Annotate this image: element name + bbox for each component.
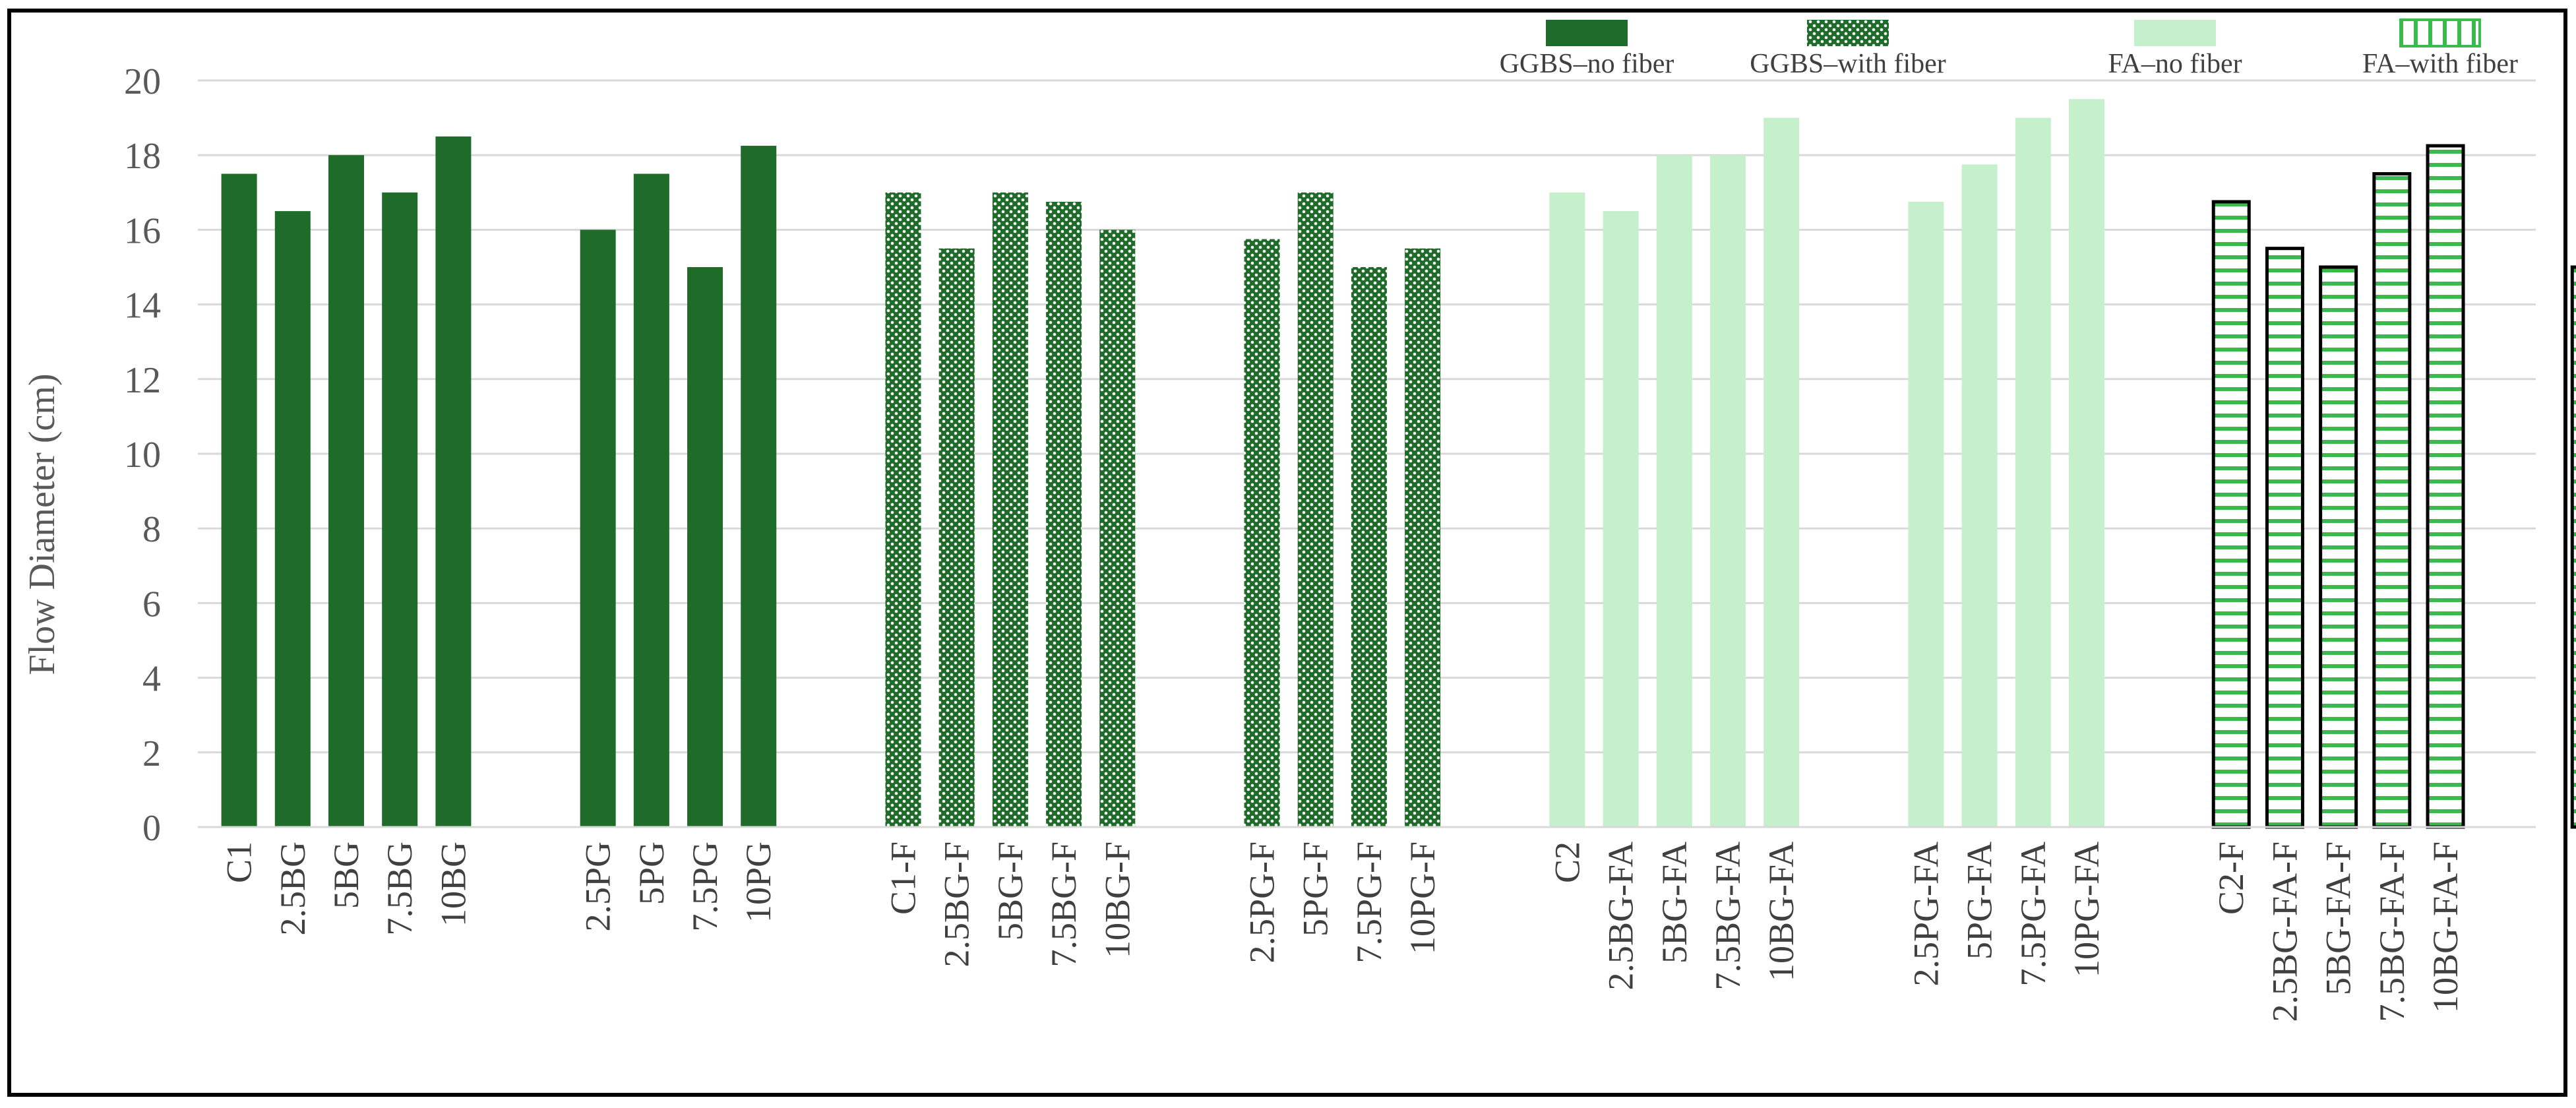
x-tick-label: 7.5PG-FA [2013, 842, 2053, 987]
bar [1763, 117, 1800, 828]
x-tick-label: C2 [1547, 842, 1587, 883]
x-tick-label: 2.5BG [273, 842, 313, 936]
y-tick-label: 12 [124, 360, 161, 401]
x-tick-label: 5BG-FA [1655, 842, 1694, 964]
x-tick-label: 2.5BG-F [937, 842, 977, 968]
x-tick-label: 5BG-FA-F [2319, 842, 2358, 995]
bar [274, 211, 311, 828]
bar [1099, 230, 1136, 827]
bar [1046, 201, 1082, 827]
legend: GGBS–no fiber GGBS–with fiber FA–no fiber F… [1500, 18, 2518, 79]
bar [2570, 265, 2576, 829]
bar [885, 192, 921, 827]
bar [2319, 265, 2358, 829]
x-tick-label: 10BG-FA [1762, 842, 1801, 981]
legend-swatch [2134, 20, 2216, 46]
x-tick-label: 2.5PG [578, 842, 618, 932]
x-tick-label: 5BG [326, 842, 366, 909]
y-tick-label: 4 [142, 659, 161, 700]
bar [938, 248, 975, 827]
x-tick-label: 7.5BG-FA [1708, 842, 1748, 991]
x-tick-label: 10BG [433, 842, 473, 927]
x-tick-label: 7.5PG [685, 842, 725, 932]
bar [221, 173, 257, 827]
bar [2211, 200, 2251, 829]
x-tick-label: C2-F [2211, 842, 2251, 915]
legend-label: GGBS–with fiber [1750, 49, 1946, 79]
x-tick-label: 5PG [632, 842, 671, 905]
x-tick-label: 7.5BG [380, 842, 419, 936]
bar [1908, 201, 1944, 827]
legend-swatch [1546, 20, 1628, 46]
x-tick-label: 2.5PG-FA [1906, 842, 1946, 987]
x-tick-label: 2.5BG-FA-F [2265, 842, 2304, 1022]
bar [992, 192, 1028, 827]
bar [328, 155, 364, 827]
legend-label: GGBS–no fiber [1500, 49, 1674, 79]
bar [1709, 155, 1746, 827]
x-tick-label: 7.5BG-F [1044, 842, 1084, 968]
x-tick-label: 10PG-FA [2067, 842, 2106, 977]
y-tick-label: 2 [142, 733, 161, 774]
bar [1297, 192, 1334, 827]
x-tick-label: 5PG-F [1296, 842, 1335, 937]
bar [1656, 155, 1692, 827]
y-tick-label: 10 [124, 435, 161, 476]
bar [1961, 164, 1998, 828]
x-tick-label: 7.5PG-F [1349, 842, 1389, 964]
legend-swatch [1807, 20, 1889, 46]
x-tick-label: 2.5PG-FA-F [2570, 842, 2576, 1018]
x-tick-label: 5PG-FA [1960, 842, 2000, 960]
x-tick-label: 10PG [739, 842, 778, 923]
x-tick-label: 10BG-F [1097, 842, 1137, 958]
bar [741, 146, 777, 827]
legend-label: FA–with fiber [2362, 49, 2518, 79]
legend-label: FA–no fiber [2108, 49, 2242, 79]
x-axis-labels: C1 2.5BG 5BG 7.5BG 10BG 2.5PG 5PG 7.5PG 10PG C1-F… [220, 842, 2576, 1022]
bar [2426, 144, 2465, 829]
bars [221, 99, 2576, 829]
x-tick-label: 10PG-F [1403, 842, 1442, 954]
bar [1549, 192, 1585, 827]
x-tick-label: 2.5PG-F [1242, 842, 1282, 964]
bar [1244, 239, 1280, 827]
y-tick-label: 20 [124, 61, 161, 102]
bar [435, 136, 472, 827]
bar [2372, 172, 2412, 829]
x-tick-label: 7.5BG-FA-F [2372, 842, 2412, 1022]
bar [1351, 267, 1387, 827]
bar [1603, 211, 1639, 828]
bar [2015, 117, 2051, 828]
bar [2265, 247, 2304, 829]
y-axis-ticks: 0 2 4 6 8 10 12 14 16 18 20 [124, 61, 161, 849]
x-tick-label: C1-F [883, 842, 923, 915]
x-tick-label: 2.5BG-FA [1601, 842, 1641, 991]
bar [687, 267, 723, 827]
y-tick-label: 16 [124, 210, 161, 251]
y-axis-title: Flow Diameter (cm) [22, 373, 63, 675]
bar [1405, 248, 1441, 827]
y-tick-label: 6 [142, 584, 161, 625]
y-tick-label: 0 [142, 808, 161, 849]
x-tick-label: 10BG-FA-F [2426, 842, 2465, 1013]
y-tick-label: 18 [124, 136, 161, 177]
bar [633, 173, 669, 827]
x-tick-label: 5BG-F [991, 842, 1030, 940]
bar [382, 192, 418, 827]
bar [580, 230, 616, 827]
x-tick-label: C1 [220, 842, 259, 883]
bar [2069, 99, 2104, 827]
legend-swatch [2399, 18, 2481, 47]
y-tick-label: 8 [142, 509, 161, 550]
y-tick-label: 14 [124, 286, 161, 326]
figure-border [7, 9, 2567, 1097]
